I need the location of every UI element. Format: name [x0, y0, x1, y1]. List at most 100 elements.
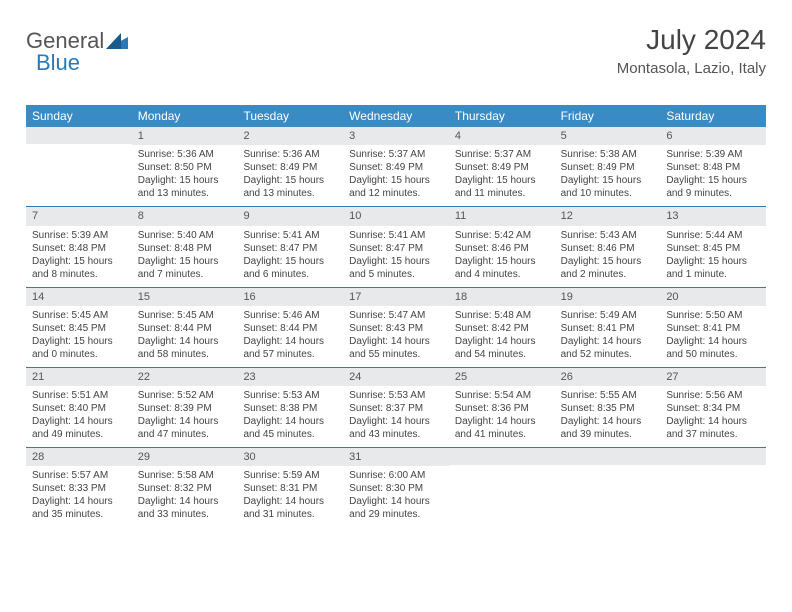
day-number	[26, 127, 132, 144]
day-line: and 10 minutes.	[561, 187, 655, 200]
day-cell: 13Sunrise: 5:44 AMSunset: 8:45 PMDayligh…	[660, 207, 766, 286]
day-line: Sunrise: 5:47 AM	[349, 309, 443, 322]
page-title: July 2024	[617, 24, 766, 56]
day-line: Daylight: 15 hours	[138, 255, 232, 268]
day-line: and 13 minutes.	[243, 187, 337, 200]
day-cell: 17Sunrise: 5:47 AMSunset: 8:43 PMDayligh…	[343, 288, 449, 367]
day-line: Sunrise: 5:39 AM	[666, 148, 760, 161]
day-cell: 28Sunrise: 5:57 AMSunset: 8:33 PMDayligh…	[26, 448, 132, 527]
day-body: Sunrise: 6:00 AMSunset: 8:30 PMDaylight:…	[343, 466, 449, 527]
day-line: Daylight: 15 hours	[32, 335, 126, 348]
day-number: 11	[449, 207, 555, 225]
day-cell: 29Sunrise: 5:58 AMSunset: 8:32 PMDayligh…	[132, 448, 238, 527]
day-line: Sunrise: 5:37 AM	[349, 148, 443, 161]
day-line: Sunrise: 5:57 AM	[32, 469, 126, 482]
day-cell	[660, 448, 766, 527]
day-cell: 31Sunrise: 6:00 AMSunset: 8:30 PMDayligh…	[343, 448, 449, 527]
day-line: Sunrise: 5:49 AM	[561, 309, 655, 322]
day-body	[26, 144, 132, 153]
day-cell: 3Sunrise: 5:37 AMSunset: 8:49 PMDaylight…	[343, 127, 449, 206]
day-line: Sunset: 8:47 PM	[243, 242, 337, 255]
day-line: Sunset: 8:48 PM	[32, 242, 126, 255]
day-line: Sunrise: 5:44 AM	[666, 229, 760, 242]
day-body: Sunrise: 5:38 AMSunset: 8:49 PMDaylight:…	[555, 145, 661, 206]
week-row: 28Sunrise: 5:57 AMSunset: 8:33 PMDayligh…	[26, 448, 766, 527]
day-body	[449, 465, 555, 474]
day-line: Sunset: 8:49 PM	[349, 161, 443, 174]
day-line: Sunrise: 5:36 AM	[243, 148, 337, 161]
day-line: Sunrise: 5:55 AM	[561, 389, 655, 402]
day-cell: 6Sunrise: 5:39 AMSunset: 8:48 PMDaylight…	[660, 127, 766, 206]
day-line: Sunset: 8:31 PM	[243, 482, 337, 495]
day-cell: 2Sunrise: 5:36 AMSunset: 8:49 PMDaylight…	[237, 127, 343, 206]
day-body: Sunrise: 5:51 AMSunset: 8:40 PMDaylight:…	[26, 386, 132, 447]
day-body: Sunrise: 5:36 AMSunset: 8:49 PMDaylight:…	[237, 145, 343, 206]
day-line: and 43 minutes.	[349, 428, 443, 441]
day-line: and 7 minutes.	[138, 268, 232, 281]
day-number	[555, 448, 661, 465]
day-body: Sunrise: 5:44 AMSunset: 8:45 PMDaylight:…	[660, 226, 766, 287]
day-number: 28	[26, 448, 132, 466]
day-line: Sunrise: 6:00 AM	[349, 469, 443, 482]
week-row: 7Sunrise: 5:39 AMSunset: 8:48 PMDaylight…	[26, 207, 766, 287]
day-line: Sunrise: 5:41 AM	[349, 229, 443, 242]
day-cell	[555, 448, 661, 527]
day-number: 10	[343, 207, 449, 225]
day-cell	[26, 127, 132, 206]
day-line: and 54 minutes.	[455, 348, 549, 361]
day-body: Sunrise: 5:53 AMSunset: 8:38 PMDaylight:…	[237, 386, 343, 447]
day-line: Sunset: 8:44 PM	[243, 322, 337, 335]
day-cell	[449, 448, 555, 527]
day-cell: 25Sunrise: 5:54 AMSunset: 8:36 PMDayligh…	[449, 368, 555, 447]
day-number: 27	[660, 368, 766, 386]
day-line: and 49 minutes.	[32, 428, 126, 441]
day-line: Sunrise: 5:53 AM	[349, 389, 443, 402]
day-line: and 39 minutes.	[561, 428, 655, 441]
day-cell: 27Sunrise: 5:56 AMSunset: 8:34 PMDayligh…	[660, 368, 766, 447]
logo-icon	[106, 33, 128, 49]
day-number: 14	[26, 288, 132, 306]
day-body: Sunrise: 5:43 AMSunset: 8:46 PMDaylight:…	[555, 226, 661, 287]
week-row: 1Sunrise: 5:36 AMSunset: 8:50 PMDaylight…	[26, 127, 766, 207]
day-number: 16	[237, 288, 343, 306]
day-line: and 52 minutes.	[561, 348, 655, 361]
day-body: Sunrise: 5:36 AMSunset: 8:50 PMDaylight:…	[132, 145, 238, 206]
day-body: Sunrise: 5:49 AMSunset: 8:41 PMDaylight:…	[555, 306, 661, 367]
day-line: Sunrise: 5:53 AM	[243, 389, 337, 402]
day-line: Sunset: 8:38 PM	[243, 402, 337, 415]
day-line: Sunset: 8:40 PM	[32, 402, 126, 415]
day-line: Daylight: 14 hours	[138, 335, 232, 348]
header: July 2024 Montasola, Lazio, Italy	[617, 24, 766, 77]
day-line: and 12 minutes.	[349, 187, 443, 200]
day-number: 20	[660, 288, 766, 306]
day-header: Tuesday	[237, 105, 343, 127]
day-line: Daylight: 15 hours	[561, 174, 655, 187]
day-line: Sunrise: 5:43 AM	[561, 229, 655, 242]
day-line: Daylight: 15 hours	[455, 174, 549, 187]
day-cell: 11Sunrise: 5:42 AMSunset: 8:46 PMDayligh…	[449, 207, 555, 286]
day-line: Sunrise: 5:45 AM	[32, 309, 126, 322]
day-body: Sunrise: 5:45 AMSunset: 8:45 PMDaylight:…	[26, 306, 132, 367]
day-body: Sunrise: 5:37 AMSunset: 8:49 PMDaylight:…	[449, 145, 555, 206]
day-body: Sunrise: 5:41 AMSunset: 8:47 PMDaylight:…	[343, 226, 449, 287]
day-line: and 57 minutes.	[243, 348, 337, 361]
day-body	[555, 465, 661, 474]
day-line: Sunset: 8:41 PM	[561, 322, 655, 335]
day-number: 7	[26, 207, 132, 225]
day-cell: 30Sunrise: 5:59 AMSunset: 8:31 PMDayligh…	[237, 448, 343, 527]
day-line: Daylight: 15 hours	[349, 174, 443, 187]
day-line: Sunrise: 5:59 AM	[243, 469, 337, 482]
day-cell: 9Sunrise: 5:41 AMSunset: 8:47 PMDaylight…	[237, 207, 343, 286]
day-cell: 4Sunrise: 5:37 AMSunset: 8:49 PMDaylight…	[449, 127, 555, 206]
day-line: Sunrise: 5:52 AM	[138, 389, 232, 402]
day-line: Sunset: 8:33 PM	[32, 482, 126, 495]
day-line: Sunrise: 5:54 AM	[455, 389, 549, 402]
day-number: 30	[237, 448, 343, 466]
day-cell: 12Sunrise: 5:43 AMSunset: 8:46 PMDayligh…	[555, 207, 661, 286]
week-row: 14Sunrise: 5:45 AMSunset: 8:45 PMDayligh…	[26, 288, 766, 368]
day-cell: 22Sunrise: 5:52 AMSunset: 8:39 PMDayligh…	[132, 368, 238, 447]
day-line: Daylight: 15 hours	[32, 255, 126, 268]
day-number: 31	[343, 448, 449, 466]
day-body: Sunrise: 5:50 AMSunset: 8:41 PMDaylight:…	[660, 306, 766, 367]
day-line: Sunset: 8:45 PM	[32, 322, 126, 335]
